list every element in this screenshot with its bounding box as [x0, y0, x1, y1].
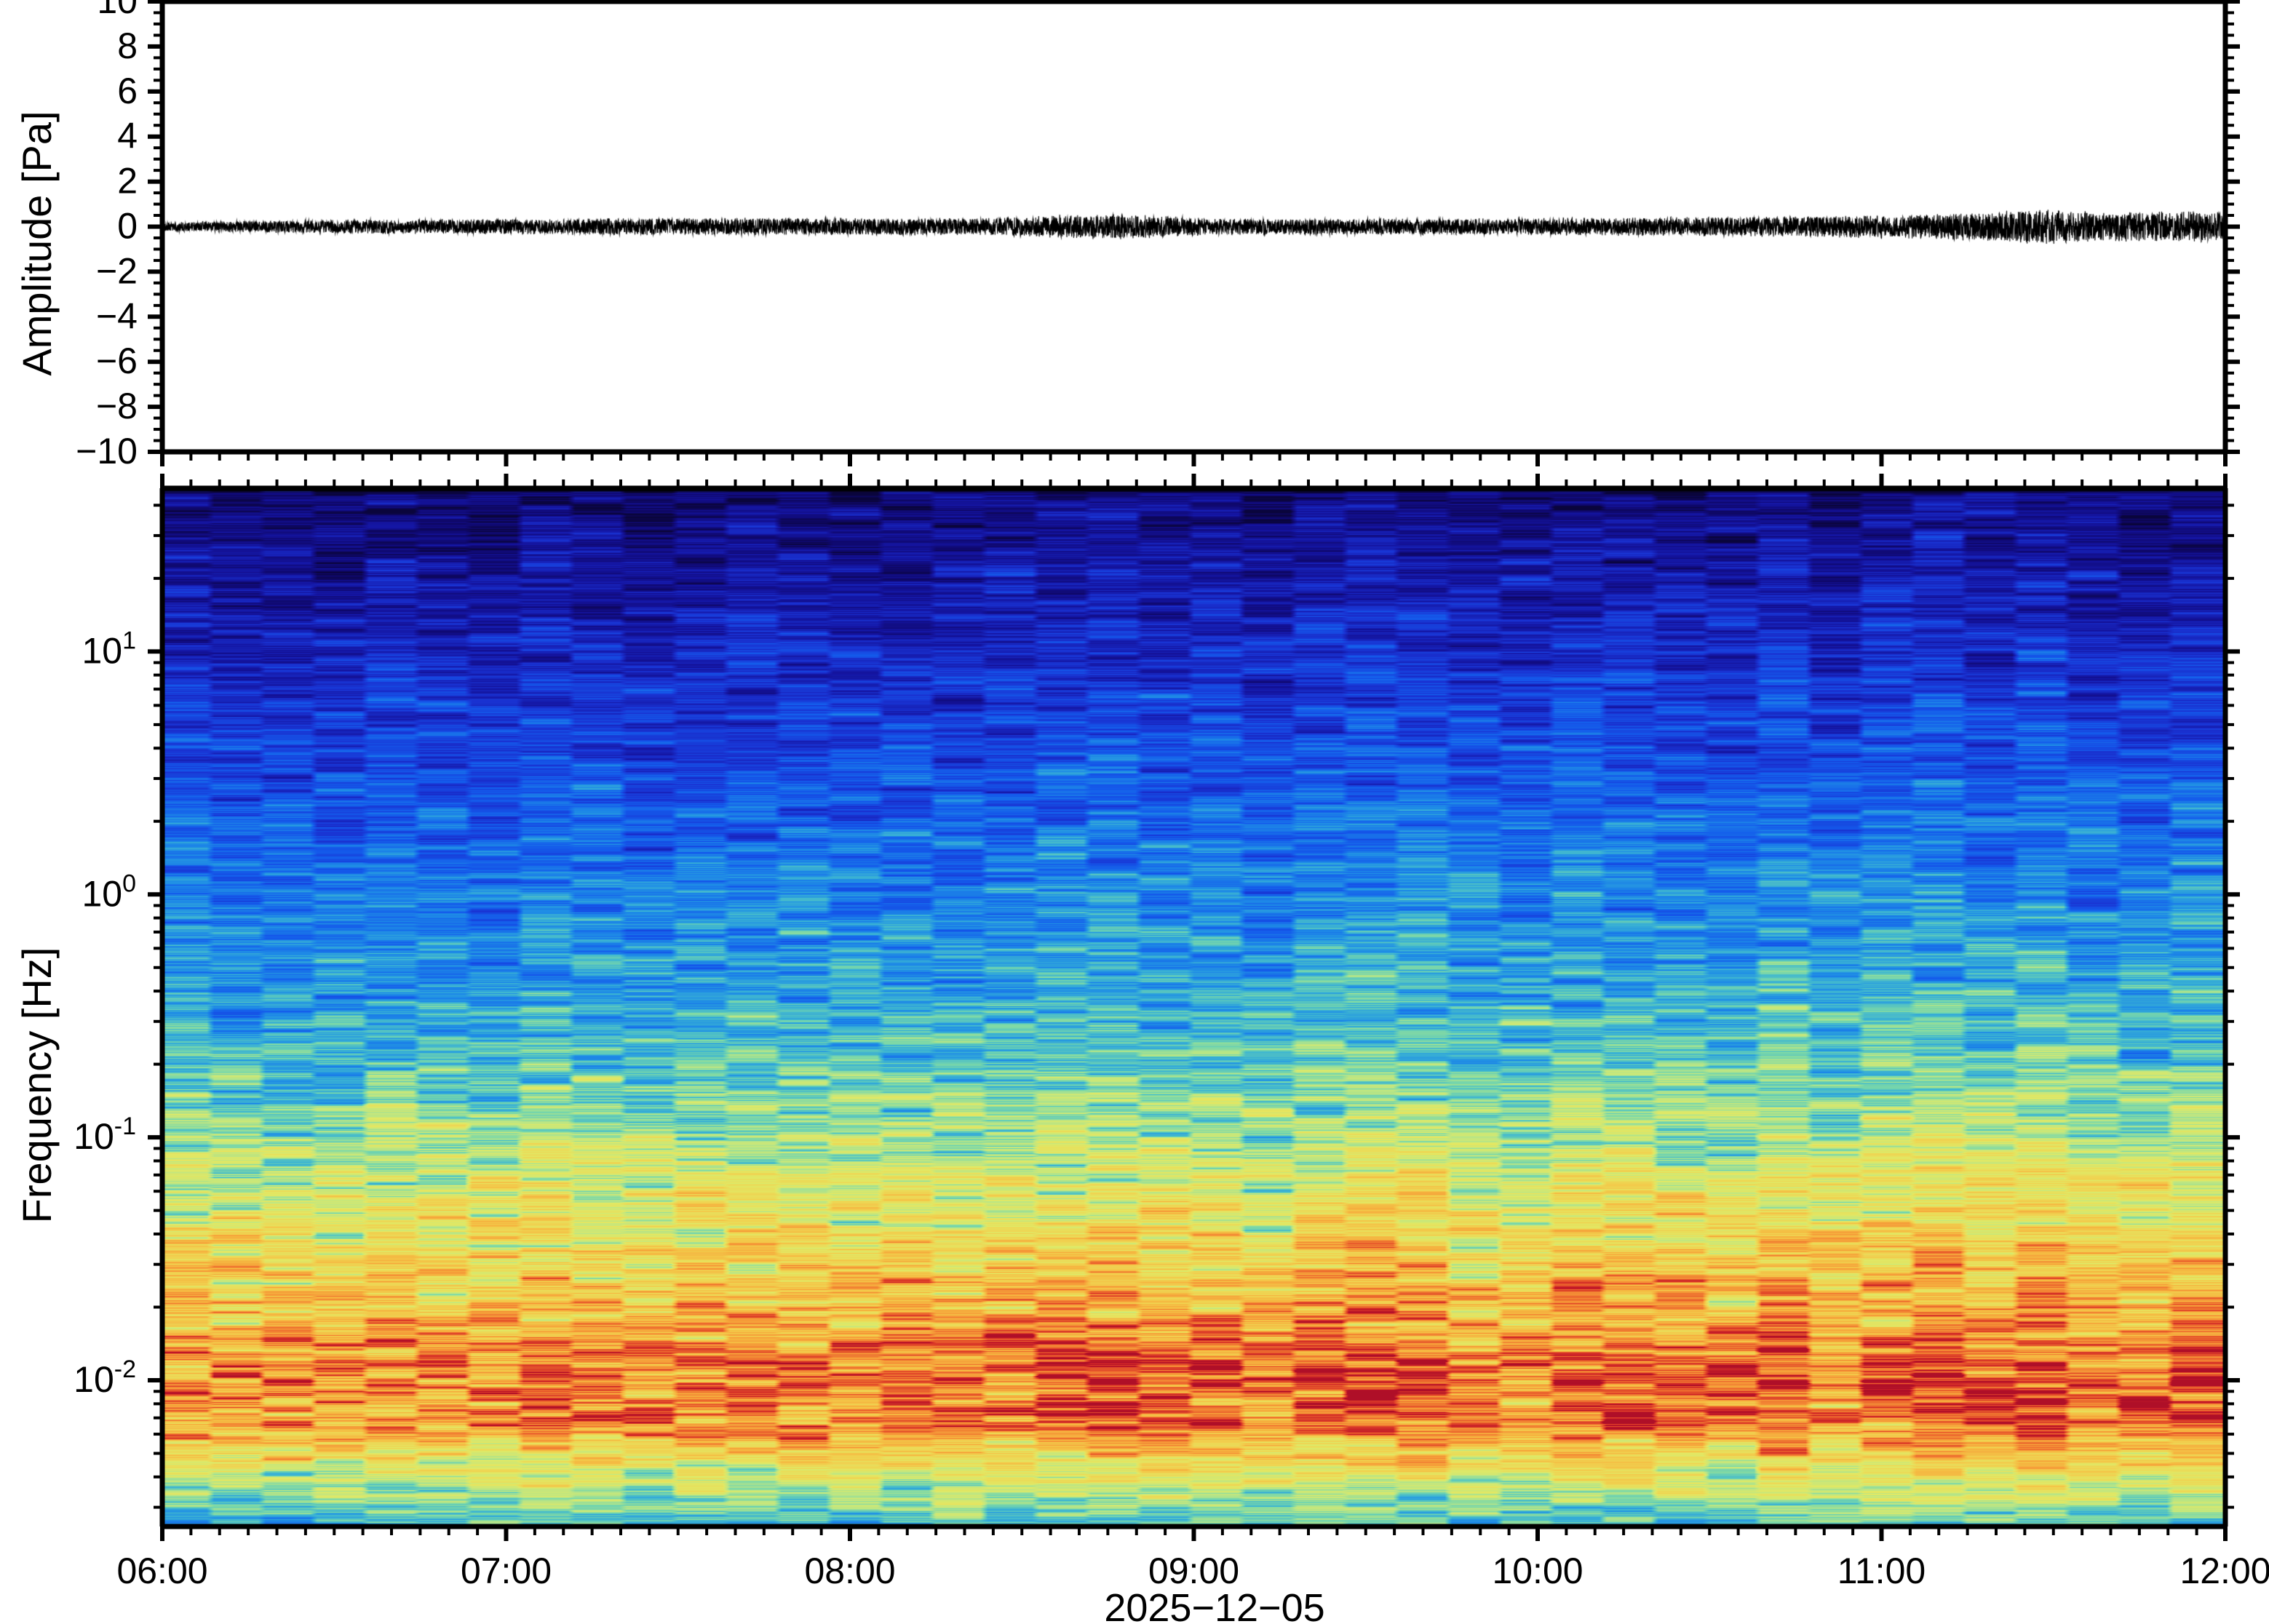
svg-text:101: 101 — [82, 626, 136, 671]
svg-text:11:00: 11:00 — [1837, 1551, 1926, 1591]
svg-text:2025−12−05: 2025−12−05 — [1104, 1586, 1324, 1624]
svg-text:06:00: 06:00 — [116, 1551, 207, 1591]
svg-text:09:00: 09:00 — [1148, 1551, 1239, 1591]
svg-text:Frequency [Hz]: Frequency [Hz] — [14, 947, 60, 1224]
svg-text:−8: −8 — [96, 386, 138, 426]
svg-text:−2: −2 — [96, 250, 138, 291]
svg-text:−10: −10 — [76, 431, 138, 471]
svg-text:10-2: 10-2 — [73, 1356, 136, 1400]
svg-text:10-1: 10-1 — [73, 1112, 136, 1157]
svg-text:07:00: 07:00 — [461, 1551, 552, 1591]
svg-text:2: 2 — [117, 161, 138, 202]
svg-text:−6: −6 — [96, 341, 138, 381]
svg-text:10:00: 10:00 — [1492, 1551, 1583, 1591]
svg-text:0: 0 — [117, 206, 138, 247]
svg-text:12:00: 12:00 — [2179, 1551, 2269, 1591]
svg-text:4: 4 — [117, 116, 138, 156]
svg-text:8: 8 — [117, 25, 138, 66]
svg-text:100: 100 — [82, 869, 136, 914]
svg-text:08:00: 08:00 — [804, 1551, 895, 1591]
svg-text:10: 10 — [97, 0, 138, 21]
svg-text:6: 6 — [117, 71, 138, 111]
svg-text:Amplitude [Pa]: Amplitude [Pa] — [14, 111, 60, 375]
svg-text:−4: −4 — [96, 295, 138, 336]
